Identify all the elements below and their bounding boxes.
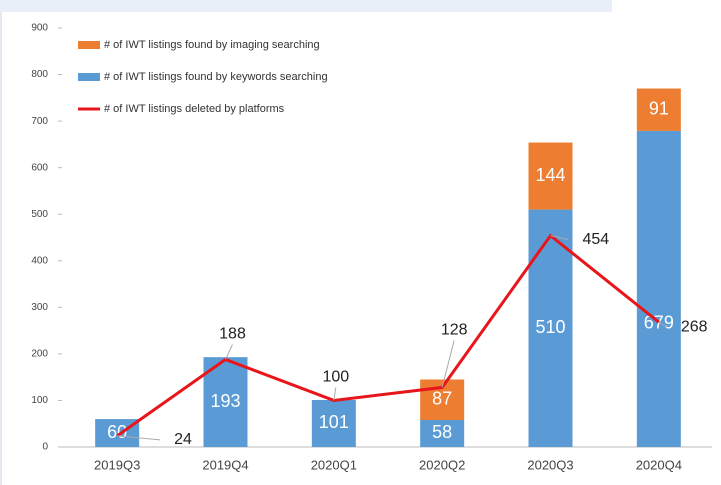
bar-segment xyxy=(203,357,248,447)
leader-line xyxy=(550,235,569,241)
line-value-label: 188 xyxy=(219,326,246,343)
y-tick-label: 200 xyxy=(31,349,48,360)
y-tick-label: 300 xyxy=(31,302,48,313)
leader-line xyxy=(225,344,233,360)
bar-value-label: 58 xyxy=(432,422,452,442)
x-tick-label: 2019Q4 xyxy=(202,457,248,472)
bar-segment xyxy=(420,419,465,447)
y-tick-label: 400 xyxy=(31,255,48,266)
y-tick-label: 900 xyxy=(31,23,48,34)
line-value-label: 128 xyxy=(441,322,468,339)
leader-line xyxy=(658,321,668,328)
line-value-label: 268 xyxy=(681,318,708,335)
leader-line xyxy=(333,387,337,401)
legend-label: # of IWT listings found by keywords sear… xyxy=(104,71,328,83)
bar-segment xyxy=(636,88,681,131)
legend-swatch xyxy=(78,73,100,81)
leader-line xyxy=(117,435,161,441)
legend-label: # of IWT listings found by imaging searc… xyxy=(104,39,320,51)
legend-swatch xyxy=(78,41,100,49)
y-tick-label: 700 xyxy=(31,116,48,127)
y-tick-label: 600 xyxy=(31,162,48,173)
bar-value-label: 87 xyxy=(432,388,452,408)
bar-value-label: 144 xyxy=(535,165,565,185)
bar-segment xyxy=(636,130,681,448)
x-tick-label: 2020Q1 xyxy=(311,457,357,472)
y-tick-label: 0 xyxy=(42,442,48,453)
line-value-label: 100 xyxy=(322,369,349,386)
bar-value-label: 101 xyxy=(319,412,349,432)
x-tick-label: 2020Q4 xyxy=(636,457,682,472)
line-value-label: 454 xyxy=(583,231,610,248)
legend-label: # of IWT listings deleted by platforms xyxy=(104,103,285,115)
line-value-label: 24 xyxy=(174,431,192,448)
bar-value-label: 510 xyxy=(535,317,565,337)
y-tick-label: 100 xyxy=(31,395,48,406)
x-tick-label: 2019Q3 xyxy=(94,457,140,472)
x-tick-label: 2020Q3 xyxy=(527,457,573,472)
y-tick-label: 500 xyxy=(31,209,48,220)
x-tick-label: 2020Q2 xyxy=(419,457,465,472)
bar-segment xyxy=(528,142,573,210)
bar-value-label: 193 xyxy=(210,391,240,411)
leader-line xyxy=(441,340,455,388)
y-tick-label: 800 xyxy=(31,69,48,80)
line-series xyxy=(116,233,660,438)
bar-value-label: 91 xyxy=(649,98,669,118)
bar-segment xyxy=(311,399,356,447)
top-band xyxy=(0,0,612,12)
